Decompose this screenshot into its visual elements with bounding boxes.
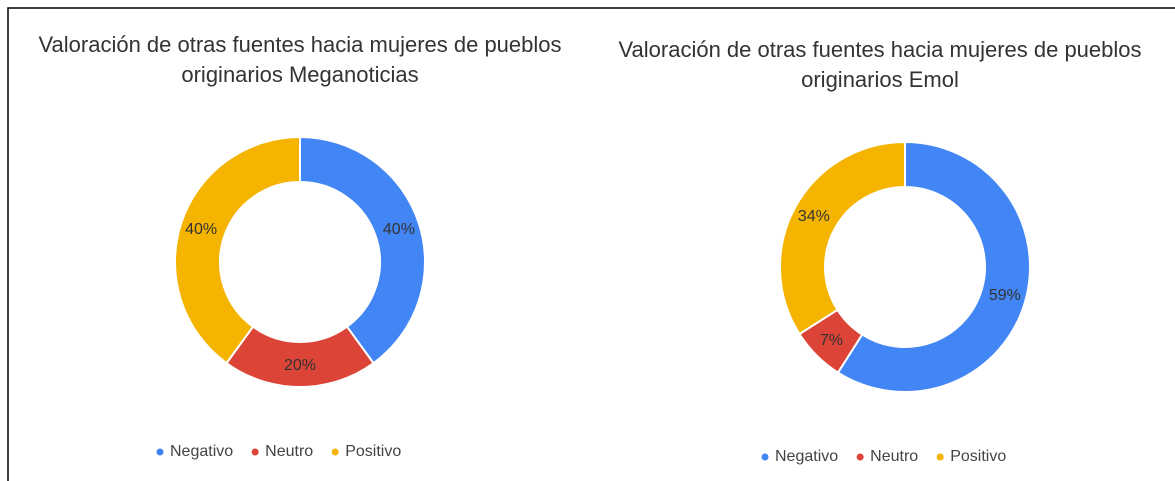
legend-swatch [936, 453, 944, 461]
legend-label: Positivo [950, 448, 1006, 465]
data-label: 40% [185, 221, 217, 238]
donut-slice [299, 135, 426, 365]
legend-swatch [251, 448, 259, 456]
legend-label: Negativo [775, 448, 838, 465]
legend-swatch [156, 448, 164, 456]
chart-title: Valoración de otras fuentes hacia mujere… [38, 32, 562, 87]
frame [7, 7, 1175, 481]
donut-slice [174, 135, 301, 365]
data-label: 40% [383, 221, 415, 238]
legend-label: Neutro [265, 443, 313, 460]
donut-slice [779, 140, 906, 336]
legend-swatch [331, 448, 339, 456]
chart-title: Valoración de otras fuentes hacia mujere… [618, 37, 1142, 92]
legend-label: Neutro [870, 448, 918, 465]
data-label: 59% [989, 287, 1021, 304]
donut-slice [836, 140, 1031, 393]
legend-label: Positivo [345, 443, 401, 460]
data-label: 7% [820, 332, 843, 349]
data-label: 34% [798, 208, 830, 225]
legend-label: Negativo [170, 443, 233, 460]
legend-swatch [856, 453, 864, 461]
data-label: 20% [284, 357, 316, 374]
legend-swatch [761, 453, 769, 461]
